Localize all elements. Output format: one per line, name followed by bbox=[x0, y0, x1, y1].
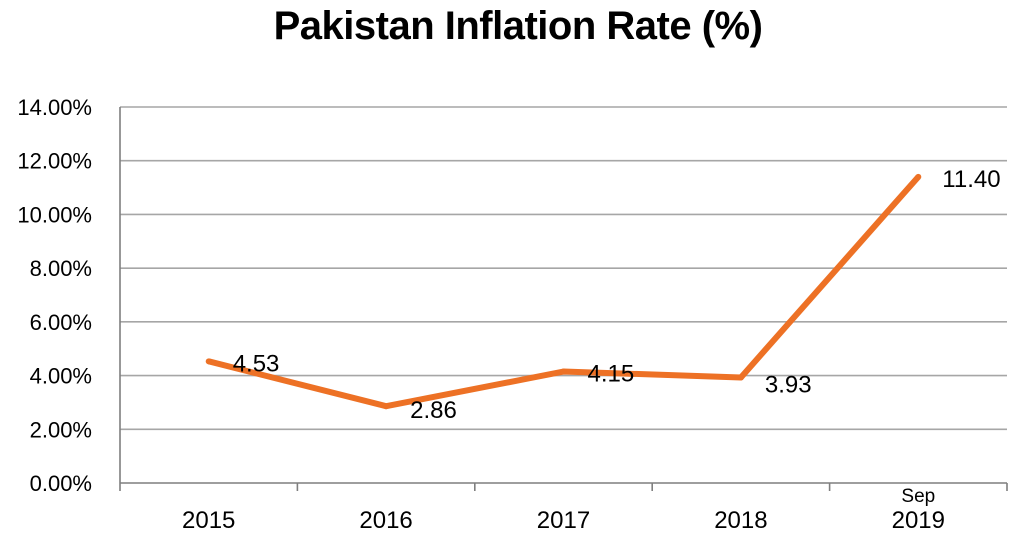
chart-title: Pakistan Inflation Rate (%) bbox=[273, 4, 763, 48]
data-point bbox=[737, 374, 744, 381]
data-point bbox=[560, 368, 567, 375]
x-tick-label: 2019 bbox=[892, 507, 945, 534]
y-tick-label: 12.00% bbox=[17, 149, 92, 174]
x-tick-label: 2016 bbox=[359, 507, 412, 534]
data-label: 4.53 bbox=[233, 350, 280, 377]
y-tick-label: 14.00% bbox=[17, 95, 92, 120]
data-point bbox=[383, 403, 390, 410]
y-tick-label: 0.00% bbox=[30, 471, 92, 496]
data-point bbox=[915, 173, 922, 180]
data-label: 11.40 bbox=[942, 166, 1000, 193]
data-label: 2.86 bbox=[410, 397, 457, 424]
data-point bbox=[205, 358, 212, 365]
y-tick-label: 10.00% bbox=[17, 202, 92, 227]
x-tick-label-top: Sep bbox=[901, 486, 935, 507]
data-label: 4.15 bbox=[588, 361, 635, 388]
data-label: 3.93 bbox=[765, 371, 812, 398]
x-tick-label: 2018 bbox=[714, 507, 767, 534]
y-tick-label: 6.00% bbox=[30, 310, 92, 335]
y-tick-label: 2.00% bbox=[30, 417, 92, 442]
y-tick-label: 4.00% bbox=[30, 364, 92, 389]
y-tick-label: 8.00% bbox=[30, 256, 92, 281]
x-tick-label: 2017 bbox=[537, 507, 590, 534]
x-tick-label: 2015 bbox=[182, 507, 235, 534]
